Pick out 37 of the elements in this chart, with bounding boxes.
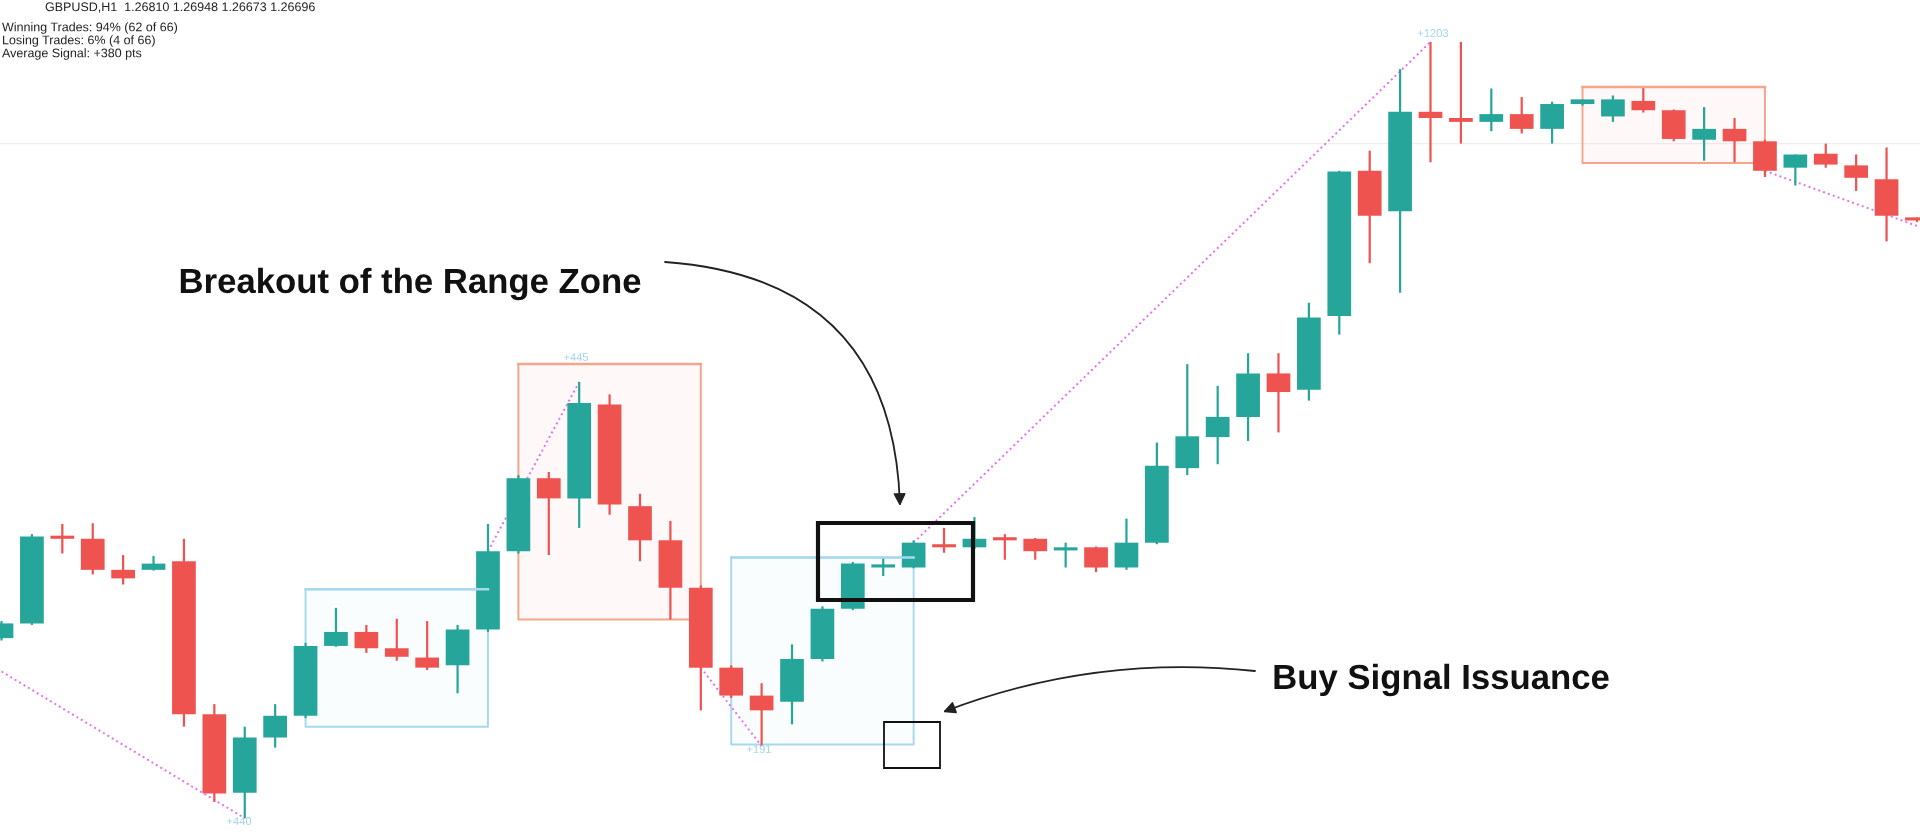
candlestick bbox=[50, 522, 75, 555]
candlestick bbox=[1601, 94, 1625, 123]
candlestick bbox=[871, 556, 896, 578]
candlestick bbox=[415, 619, 440, 672]
annotation: Buy Signal Issuance bbox=[1274, 663, 1609, 697]
chart-title: GBPUSD,H1 1.26810 1.26948 1.26673 1.26696 bbox=[45, 2, 315, 13]
candlestick bbox=[1418, 40, 1443, 164]
candlestick bbox=[1692, 106, 1716, 162]
annotation: +440 bbox=[227, 817, 252, 825]
candlestick bbox=[354, 623, 379, 655]
candlestick bbox=[324, 606, 348, 648]
candlestick bbox=[536, 470, 561, 557]
annotation: Breakout of the Range Zone bbox=[180, 267, 641, 301]
annotation: Losing Trades: 6% (4 of 66) bbox=[3, 35, 155, 47]
candlestick bbox=[1631, 85, 1656, 114]
candlestick bbox=[111, 553, 135, 586]
text: Winning Trades: 94% (62 of 66) bbox=[2, 22, 178, 34]
candlestick bbox=[1449, 40, 1473, 145]
candlestick bbox=[1722, 116, 1747, 164]
candlestick bbox=[1783, 153, 1808, 187]
candlestick bbox=[263, 703, 288, 749]
candlestick bbox=[1023, 536, 1048, 561]
candlestick bbox=[1084, 545, 1108, 574]
annotation: +191 bbox=[747, 745, 771, 753]
candlestick bbox=[992, 533, 1017, 561]
candlestick bbox=[384, 617, 409, 662]
candlestick bbox=[1053, 541, 1078, 569]
candlestick bbox=[1813, 142, 1838, 169]
text: +1203 bbox=[1417, 29, 1449, 37]
candlestick bbox=[1509, 95, 1534, 135]
candlestick bbox=[1205, 384, 1230, 466]
candlestick bbox=[932, 526, 956, 554]
annotation: +445 bbox=[564, 353, 589, 361]
annotation: Average Signal: +380 pts bbox=[2, 48, 142, 60]
candlestick bbox=[1844, 153, 1869, 193]
candlestick bbox=[1479, 87, 1504, 133]
candlestick bbox=[1266, 352, 1291, 434]
